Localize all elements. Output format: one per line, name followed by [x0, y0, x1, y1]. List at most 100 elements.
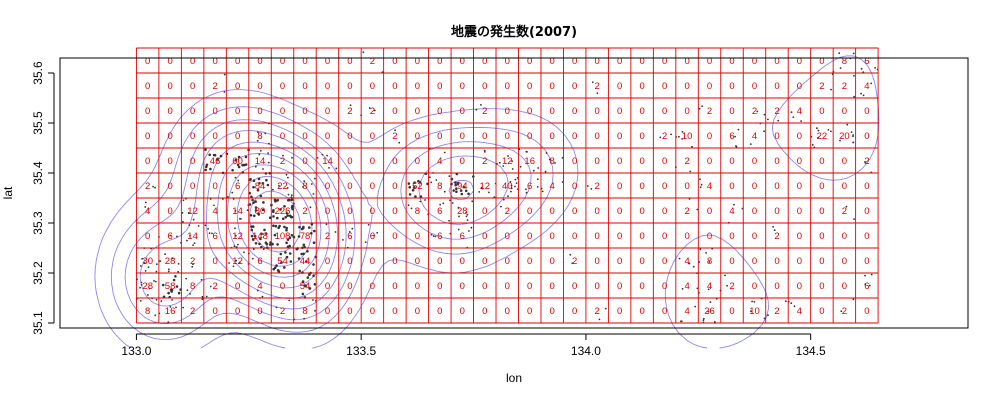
- cell-count-label: 4: [729, 206, 734, 217]
- earthquake-point: [281, 217, 285, 221]
- earthquake-point: [484, 151, 486, 153]
- cell-count-label: 22: [817, 131, 828, 142]
- earthquake-point: [249, 214, 253, 217]
- cell-count-label: 2: [392, 131, 397, 142]
- cell-count-label: 54: [300, 281, 311, 292]
- cell-count-label: 0: [819, 256, 824, 267]
- earthquake-point: [201, 295, 204, 298]
- cell-count-label: 0: [797, 56, 802, 67]
- earthquake-point: [308, 287, 312, 290]
- cell-count-label: 0: [797, 231, 802, 242]
- cell-count-label: 84: [255, 181, 266, 192]
- earthquake-point: [507, 155, 509, 157]
- earthquake-point: [756, 110, 759, 113]
- earthquake-point: [480, 104, 482, 106]
- cell-count-label: 0: [460, 306, 465, 317]
- cell-count-label: 28: [165, 256, 176, 267]
- earthquake-point: [232, 265, 235, 268]
- cell-count-label: 0: [550, 306, 555, 317]
- cell-count-label: 2: [662, 131, 667, 142]
- earthquake-point: [464, 189, 468, 193]
- cell-count-label: 0: [392, 256, 397, 267]
- earthquake-point: [189, 293, 191, 295]
- earthquake-point: [289, 260, 293, 263]
- cell-count-label: 8: [302, 306, 307, 317]
- cell-count-label: 0: [482, 56, 487, 67]
- earthquake-point: [455, 187, 458, 190]
- earthquake-point: [408, 185, 412, 189]
- earthquake-point: [306, 276, 310, 279]
- cell-count-label: 0: [370, 81, 375, 92]
- cell-count-label: 0: [842, 281, 847, 292]
- earthquake-point: [525, 150, 528, 153]
- cell-count-label: 14: [322, 156, 333, 167]
- earthquake-point: [496, 163, 498, 165]
- earthquake-point: [167, 270, 170, 273]
- cell-count-label: 0: [572, 56, 577, 67]
- cell-count-label: 0: [572, 281, 577, 292]
- earthquake-point: [301, 226, 305, 230]
- cell-count-label: 0: [639, 281, 644, 292]
- earthquake-point: [763, 317, 766, 320]
- cell-count-label: 2: [842, 81, 847, 92]
- cell-count-label: 0: [280, 131, 285, 142]
- cell-count-label: 0: [415, 256, 420, 267]
- earthquake-point: [256, 139, 259, 142]
- cell-count-label: 0: [729, 106, 734, 117]
- earthquake-point: [181, 212, 184, 214]
- cell-count-label: 0: [617, 156, 622, 167]
- earthquake-point: [364, 241, 367, 244]
- cell-count-label: 0: [617, 231, 622, 242]
- cell-count-label: 0: [595, 156, 600, 167]
- earthquake-point: [169, 234, 172, 237]
- cell-count-label: 0: [280, 56, 285, 67]
- earthquake-point: [303, 180, 306, 183]
- earthquake-point: [153, 280, 155, 282]
- cell-count-label: 10: [749, 306, 760, 317]
- plot-frame: [59, 57, 969, 329]
- cell-count-label: 58: [165, 281, 176, 292]
- cell-count-label: 2: [842, 306, 847, 317]
- cell-count-label: 2: [325, 231, 330, 242]
- earthquake-point: [827, 129, 830, 131]
- cell-count-label: 0: [572, 81, 577, 92]
- earthquake-point: [250, 195, 253, 199]
- earthquake-point: [455, 190, 458, 193]
- cell-count-label: 0: [392, 56, 397, 67]
- cell-count-label: 12: [232, 231, 243, 242]
- cell-count-label: 0: [347, 56, 352, 67]
- earthquake-point: [817, 136, 819, 139]
- y-axis: 35.1 35.2 35.3 35.4 35.5 35.6: [31, 61, 55, 335]
- earthquake-point: [852, 298, 855, 301]
- earthquake-point: [373, 234, 376, 237]
- earthquake-point: [457, 228, 460, 231]
- cell-count-label: 0: [684, 81, 689, 92]
- earthquake-point: [681, 288, 684, 290]
- cell-count-label: 0: [302, 156, 307, 167]
- earthquake-point: [231, 168, 234, 172]
- cell-count-label: 0: [684, 106, 689, 117]
- cell-count-label: 0: [190, 56, 195, 67]
- cell-count-label: 0: [257, 306, 262, 317]
- earthquake-point: [303, 284, 307, 287]
- cell-count-label: 0: [527, 131, 532, 142]
- earthquake-point: [236, 163, 240, 167]
- cell-count-label: 6: [864, 281, 869, 292]
- cell-count-label: 0: [707, 56, 712, 67]
- earthquake-point: [290, 234, 294, 237]
- earthquake-point: [177, 270, 180, 273]
- earthquake-point: [169, 288, 173, 292]
- earthquake-point: [394, 129, 396, 132]
- earthquake-point: [189, 234, 191, 237]
- earthquake-point: [278, 224, 281, 228]
- cell-count-label: 0: [347, 306, 352, 317]
- earthquake-point: [297, 257, 301, 260]
- cell-count-label: 0: [729, 256, 734, 267]
- earthquake-point: [830, 130, 832, 133]
- cell-count-label: 94: [457, 181, 468, 192]
- cell-count-label: 0: [864, 131, 869, 142]
- earthquake-point: [275, 264, 278, 267]
- cell-count-label: 22: [277, 181, 288, 192]
- cell-count-label: 0: [347, 281, 352, 292]
- earthquake-point: [259, 149, 262, 152]
